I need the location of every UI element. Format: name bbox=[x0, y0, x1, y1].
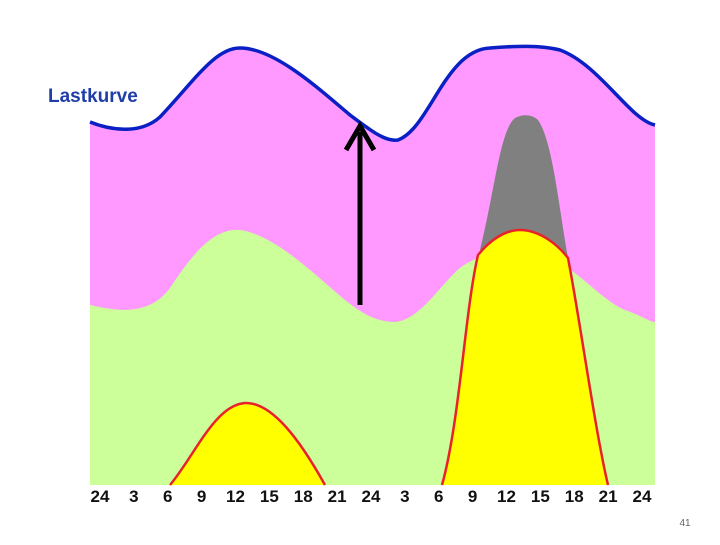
x-tick-label: 24 bbox=[90, 487, 110, 506]
small-peak-outline bbox=[169, 401, 327, 486]
x-tick-label: 18 bbox=[564, 487, 584, 506]
x-tick-label: 24 bbox=[632, 487, 652, 506]
x-tick-label: 3 bbox=[129, 487, 139, 506]
load-curve-label: Lastkurve bbox=[48, 86, 138, 107]
x-tick-label: 9 bbox=[196, 487, 207, 506]
large-peak-outline bbox=[440, 228, 610, 486]
load-curve-line bbox=[89, 44, 656, 142]
x-tick-label: 18 bbox=[293, 487, 313, 506]
x-tick-label: 21 bbox=[327, 487, 347, 506]
x-tick-label: 15 bbox=[259, 487, 279, 506]
x-tick-label: 9 bbox=[467, 487, 478, 506]
x-tick-label: 12 bbox=[497, 487, 516, 506]
x-tick-label: 6 bbox=[434, 487, 444, 506]
x-tick-label: 12 bbox=[226, 487, 245, 506]
x-tick-label: 15 bbox=[530, 487, 550, 506]
x-tick-label: 21 bbox=[598, 487, 618, 506]
x-tick-label: 6 bbox=[163, 487, 173, 506]
large-peak-area bbox=[442, 230, 608, 485]
x-tick-label: 24 bbox=[361, 487, 381, 506]
small-peak-area bbox=[170, 402, 325, 485]
peak-excess-area bbox=[480, 115, 568, 258]
slide-number: 41 bbox=[679, 518, 691, 529]
arrow-head bbox=[343, 121, 377, 152]
x-tick-label: 3 bbox=[400, 487, 410, 506]
